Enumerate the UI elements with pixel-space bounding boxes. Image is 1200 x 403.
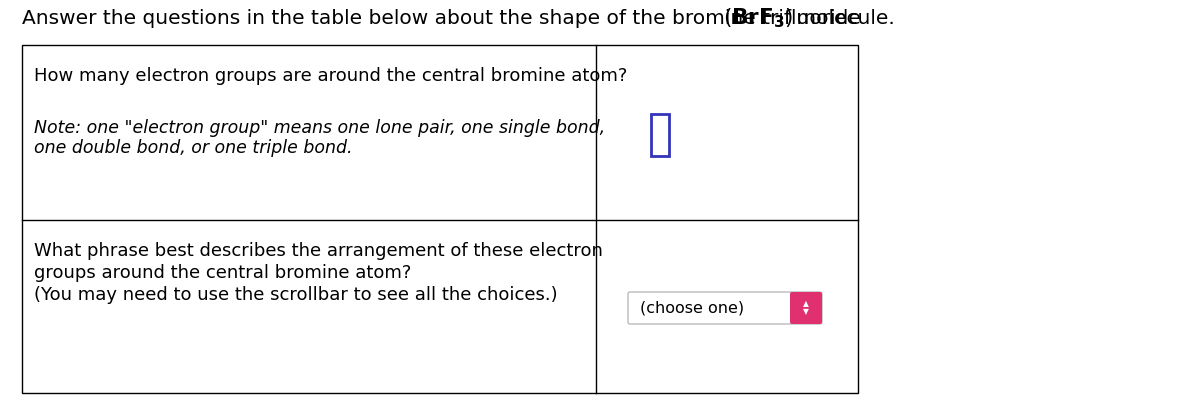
Text: ▼: ▼ [803,307,809,316]
Text: Answer the questions in the table below about the shape of the bromine trifluori: Answer the questions in the table below … [22,8,868,27]
FancyBboxPatch shape [790,292,822,324]
Text: (You may need to use the scrollbar to see all the choices.): (You may need to use the scrollbar to se… [34,286,558,304]
FancyBboxPatch shape [650,114,670,156]
FancyBboxPatch shape [628,292,822,324]
Text: groups around the central bromine atom?: groups around the central bromine atom? [34,264,412,282]
Text: What phrase best describes the arrangement of these electron: What phrase best describes the arrangeme… [34,242,602,260]
Text: $\left(\mathbf{BrF}_\mathbf{3}\right)$: $\left(\mathbf{BrF}_\mathbf{3}\right)$ [722,6,793,30]
Text: molecule.: molecule. [790,8,895,27]
Text: (choose one): (choose one) [640,301,744,316]
Text: one double bond, or one triple bond.: one double bond, or one triple bond. [34,139,353,157]
Text: Note: one "electron group" means one lone pair, one single bond,: Note: one "electron group" means one lon… [34,119,605,137]
Text: How many electron groups are around the central bromine atom?: How many electron groups are around the … [34,67,628,85]
Text: ▲: ▲ [803,299,809,309]
